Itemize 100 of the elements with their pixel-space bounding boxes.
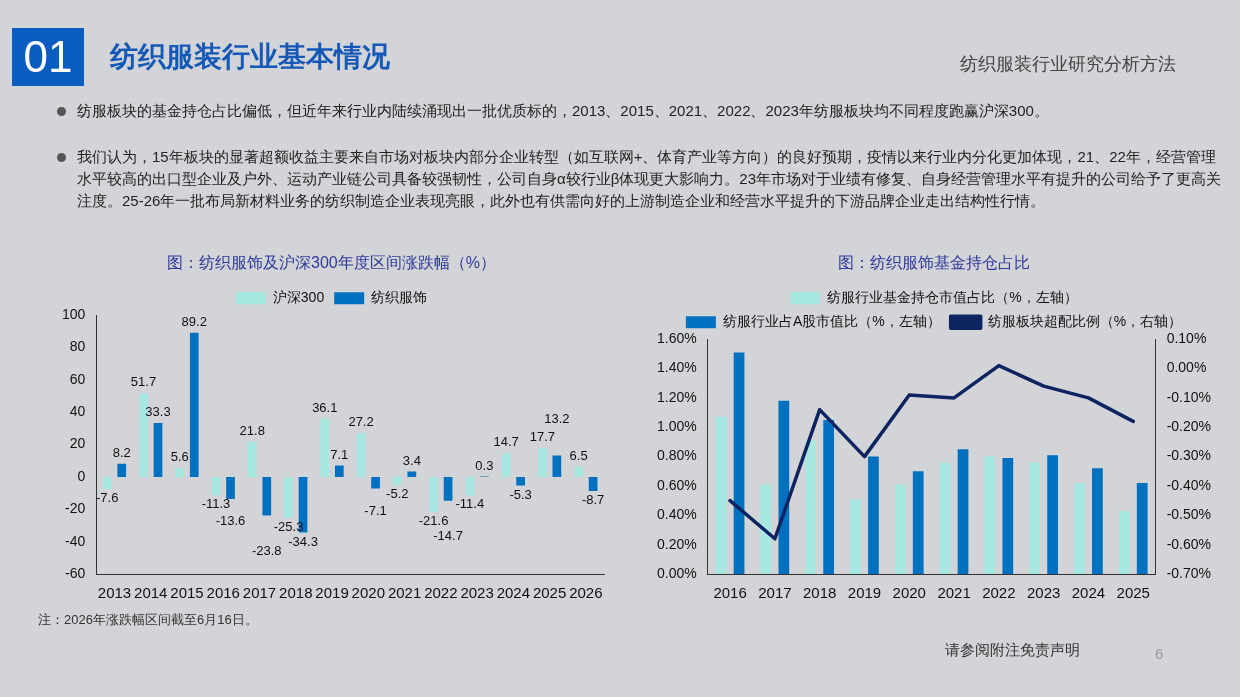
data-label: 21.8 <box>239 422 265 438</box>
x-tick-label: 2016 <box>713 584 747 602</box>
data-label: 6.5 <box>569 447 588 463</box>
data-label: -5.2 <box>386 486 409 502</box>
bar <box>175 467 185 477</box>
chart-title: 图：纺织服饰及沪深300年度区间涨跌幅（%） <box>167 254 496 272</box>
y-tick-label: 0.60% <box>656 476 697 493</box>
data-label: -34.3 <box>288 533 318 549</box>
text: 纺织服装行业研究分析方法 <box>960 53 1176 76</box>
bar <box>371 476 380 489</box>
x-tick-label: 2019 <box>847 584 882 602</box>
bar <box>501 453 511 477</box>
x-tick-label: 2020 <box>351 584 385 602</box>
x-tick-label: 2024 <box>1071 584 1106 602</box>
y-tick-label: -40 <box>65 532 86 549</box>
bar <box>465 476 475 496</box>
legend-label: 沪深300 <box>272 289 325 306</box>
data-label: -8.7 <box>581 492 605 508</box>
text: 我们认为，15年板块的显著超额收益主要来自市场对板块内部分企业转型（如互联网+、体育产业等方向）的良好预期，疫情以来行业内分化更加体现，21、22年，经营管理水平较高的出口型企业及户外、运动产业链公司具备较强韧性，公司自身α较行业β体现更大影响力。23年市场对于业绩有修复、自身经营管理水平有提升的公司给予了更高关注度。25-26年一批布局新材料业务的纺织制造企业表现亮眼，此外也有供需向好的上游制造企业和经营水平提升的下游品牌企业走出结构性行情。 <box>76 147 1222 211</box>
data-label: -5.3 <box>509 486 532 502</box>
y-tick-label: 0 <box>77 467 86 484</box>
y-tick-label: 0.80% <box>656 447 697 464</box>
data-label: 51.7 <box>130 374 157 390</box>
bar <box>850 499 861 574</box>
data-label: -11.3 <box>201 496 231 512</box>
x-tick-label: 2017 <box>242 584 277 602</box>
text: 01 <box>12 28 84 86</box>
data-label: 33.3 <box>145 404 171 420</box>
text: 纺织服装行业基本情况 <box>110 40 390 74</box>
bar <box>284 476 293 518</box>
bar <box>805 440 817 574</box>
y2-tick-label: -0.10% <box>1166 388 1211 405</box>
y-tick-label: -60 <box>65 564 86 581</box>
bar <box>211 476 221 496</box>
y-tick-label: 20 <box>69 435 86 452</box>
x-tick-label: 2018 <box>279 584 313 602</box>
bar <box>392 476 402 486</box>
bar <box>1136 483 1148 574</box>
bar <box>1029 462 1041 574</box>
y-tick-label: 1.40% <box>656 359 697 376</box>
bar <box>778 400 790 574</box>
bar <box>356 432 366 477</box>
y-tick-label: 1.00% <box>656 418 697 435</box>
bar <box>574 466 583 477</box>
bar <box>939 462 951 574</box>
data-label: -23.8 <box>251 542 282 558</box>
y-tick-label: 1.20% <box>656 388 697 405</box>
bar <box>823 419 835 574</box>
x-tick-label: 2025 <box>532 584 567 602</box>
data-label: 5.6 <box>170 448 189 464</box>
y2-tick-label: -0.40% <box>1166 476 1211 493</box>
bar <box>320 418 330 477</box>
x-tick-label: 2021 <box>387 584 422 602</box>
y-tick-label: 100 <box>62 306 86 323</box>
bar <box>226 476 235 499</box>
x-tick-label: 2022 <box>982 584 1016 602</box>
text: 注：2026年涨跌幅区间截至6月16日。 <box>38 611 258 629</box>
legend-label: 纺服行业占A股市值比（%，左轴） <box>722 313 941 330</box>
bar <box>139 393 148 477</box>
text: 纺服板块的基金持仓占比偏低，但近年来行业内陆续涌现出一批优质标的，2013、2015、2021、2022、2023年纺服板块均不同程度跑赢沪深300。 <box>76 101 1050 121</box>
data-label: 17.7 <box>529 429 556 445</box>
y-tick-label: 0.40% <box>656 506 697 523</box>
bar <box>262 476 272 516</box>
x-tick-label: 2021 <box>937 584 971 602</box>
x-tick-label: 2019 <box>315 584 349 602</box>
x-tick-label: 2014 <box>134 584 168 602</box>
x-tick-label: 2018 <box>803 584 837 602</box>
data-label: 7.1 <box>330 446 349 462</box>
x-tick-label: 2020 <box>892 584 926 602</box>
text: 6 <box>1155 645 1164 662</box>
data-label: -11.4 <box>455 496 485 512</box>
bar <box>715 416 727 574</box>
x-tick-label: 2016 <box>206 584 240 602</box>
y-tick-label: 1.60% <box>656 330 697 347</box>
x-tick-label: 2024 <box>496 584 531 602</box>
bar <box>102 476 112 490</box>
data-label: -14.7 <box>433 527 463 543</box>
bar <box>538 448 547 477</box>
y-tick-label: 60 <box>69 370 86 387</box>
y-tick-label: 0.00% <box>656 564 697 581</box>
y2-tick-label: -0.60% <box>1166 535 1211 552</box>
data-label: 8.2 <box>112 444 131 460</box>
y2-tick-label: -0.30% <box>1166 447 1211 464</box>
data-label: -13.6 <box>215 513 246 529</box>
bar <box>407 471 417 477</box>
bar <box>912 471 924 574</box>
bar <box>1118 510 1130 574</box>
bar <box>1002 458 1014 574</box>
bar <box>984 456 996 574</box>
y-tick-label: -20 <box>65 500 86 517</box>
y-tick-label: 40 <box>69 403 86 420</box>
bar <box>189 332 199 477</box>
x-tick-label: 2025 <box>1116 584 1150 602</box>
data-label: -7.1 <box>364 502 387 518</box>
x-tick-label: 2022 <box>424 584 458 602</box>
bar <box>334 465 344 477</box>
y2-tick-label: 0.00% <box>1166 359 1207 376</box>
bar <box>894 484 906 574</box>
y-tick-label: 80 <box>69 338 86 355</box>
bar <box>1047 455 1058 574</box>
